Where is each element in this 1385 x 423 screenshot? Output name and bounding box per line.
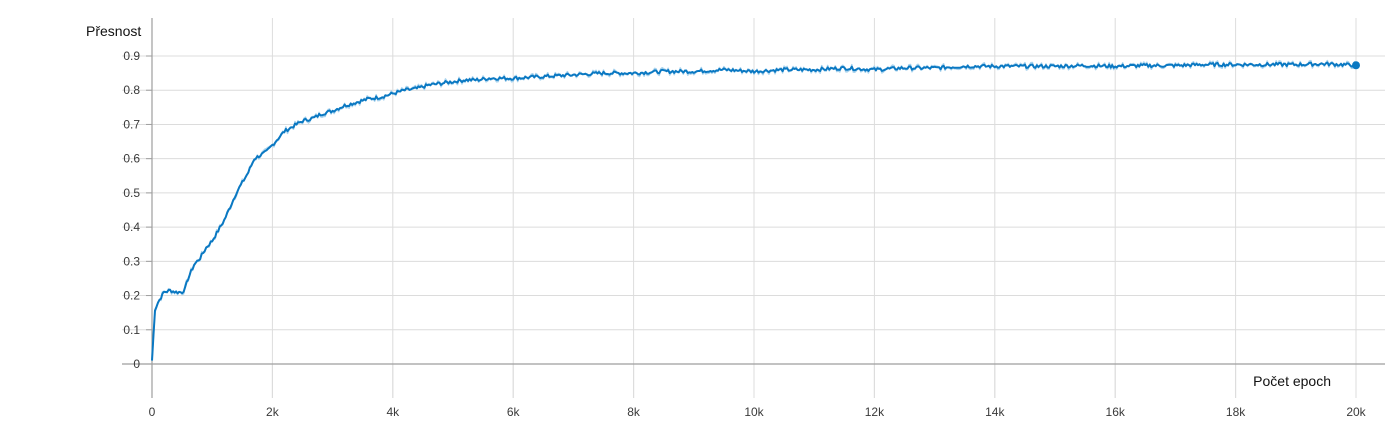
y-tick-label: 0.5 <box>123 186 140 200</box>
axes <box>122 18 1385 398</box>
x-tick-labels: 0 2k 4k 6k 8k 10k 12k 14k 16k 18k 20k <box>149 405 1367 419</box>
x-tick-label: 4k <box>386 405 400 419</box>
x-tick-label: 20k <box>1346 405 1366 419</box>
y-tick-label: 0.3 <box>123 254 140 268</box>
x-tick-label: 6k <box>507 405 521 419</box>
x-tick-label: 2k <box>266 405 280 419</box>
series-group <box>151 59 1360 361</box>
x-axis-title: Počet epoch <box>1253 373 1331 389</box>
y-grid-lines <box>122 55 1385 365</box>
y-tick-label: 0.1 <box>123 323 140 337</box>
y-tick-label: 0.2 <box>123 289 140 303</box>
x-tick-label: 0 <box>149 405 156 419</box>
y-tick-label: 0.6 <box>123 152 140 166</box>
x-tick-label: 10k <box>744 405 764 419</box>
last-point-marker <box>1352 61 1360 70</box>
x-tick-label: 8k <box>627 405 641 419</box>
x-tick-label: 14k <box>985 405 1005 419</box>
smoothed-series-line <box>151 61 1357 361</box>
y-tick-label: 0 <box>133 357 140 371</box>
x-tick-label: 12k <box>865 405 885 419</box>
x-tick-label: 16k <box>1106 405 1126 419</box>
y-tick-label: 0.9 <box>123 49 140 63</box>
y-tick-label: 0.7 <box>123 117 140 131</box>
y-tick-label: 0.4 <box>123 220 140 234</box>
y-axis-title: Přesnost <box>86 23 141 39</box>
y-tick-label: 0.8 <box>123 83 140 97</box>
x-tick-label: 18k <box>1226 405 1246 419</box>
y-tick-labels: 0 0.1 0.2 0.3 0.4 0.5 0.6 0.7 0.8 0.9 <box>123 49 140 371</box>
